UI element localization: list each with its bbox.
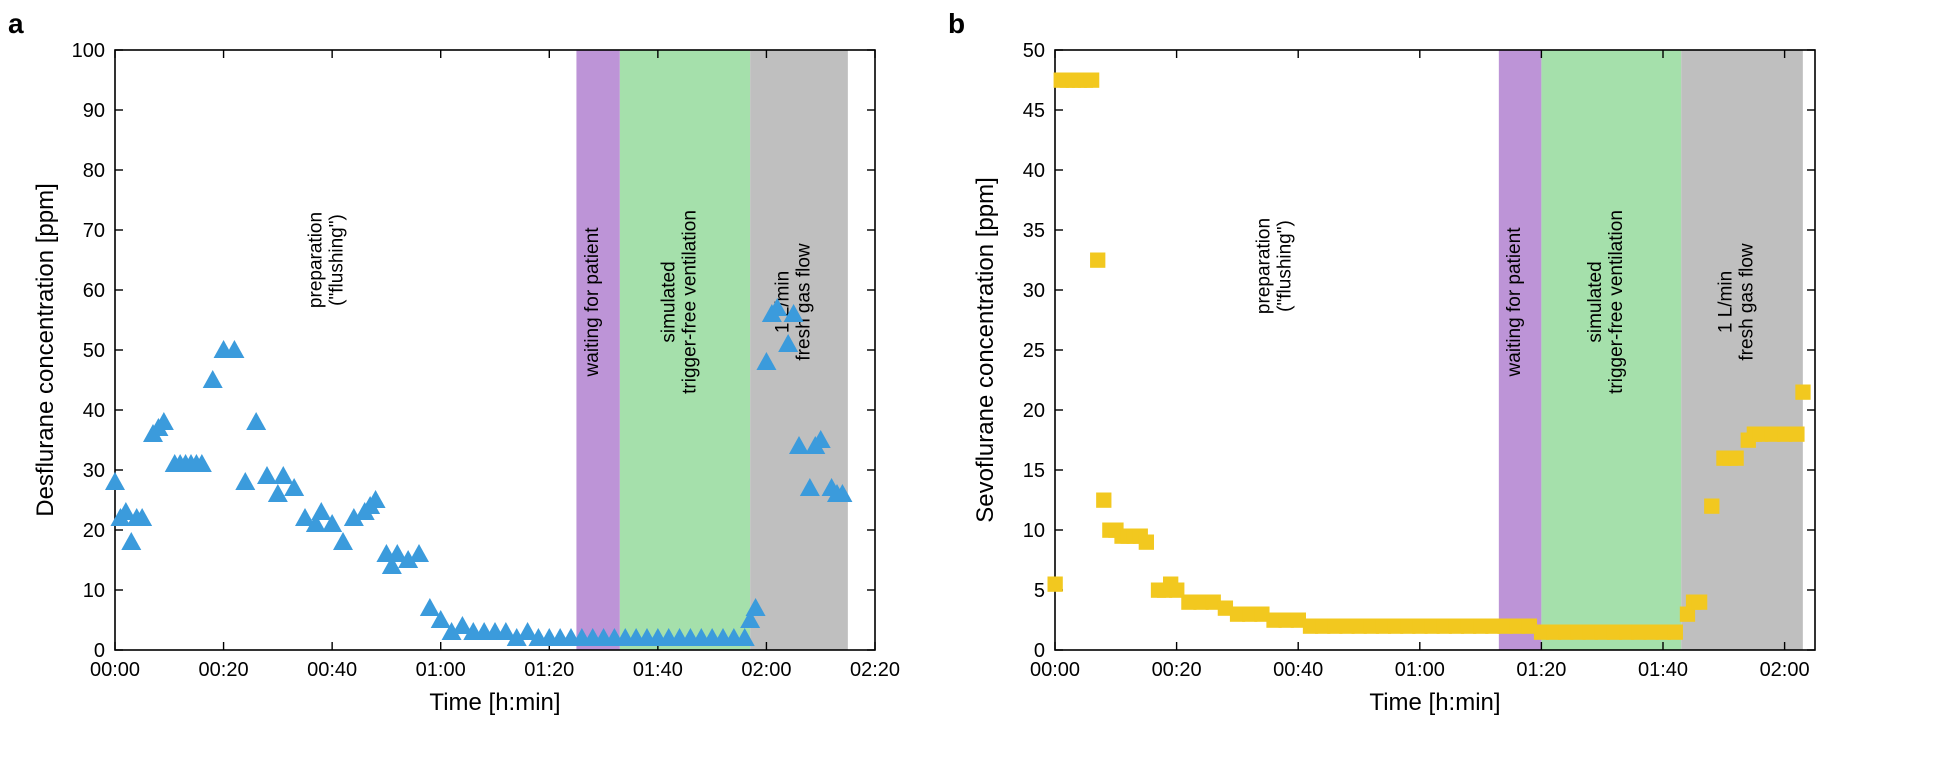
svg-text:50: 50 <box>83 340 105 362</box>
svg-text:Time [h:min]: Time [h:min] <box>1369 689 1500 716</box>
svg-text:01:00: 01:00 <box>1395 659 1445 681</box>
svg-text:00:20: 00:20 <box>1152 659 1202 681</box>
svg-text:01:40: 01:40 <box>633 659 683 681</box>
svg-text:simulated: simulated <box>1585 261 1606 342</box>
svg-text:45: 45 <box>1023 100 1045 122</box>
svg-text:trigger-free ventilation: trigger-free ventilation <box>679 210 700 394</box>
svg-text:fresh gas flow: fresh gas flow <box>1736 243 1757 360</box>
svg-text:00:20: 00:20 <box>199 659 249 681</box>
svg-text:02:20: 02:20 <box>850 659 900 681</box>
svg-text:01:20: 01:20 <box>524 659 574 681</box>
svg-text:Desflurane concentration [ppm]: Desflurane concentration [ppm] <box>32 183 59 517</box>
svg-text:fresh gas flow: fresh gas flow <box>793 243 814 360</box>
svg-text:40: 40 <box>83 400 105 422</box>
svg-text:60: 60 <box>83 280 105 302</box>
panel-b: b 0510152025303540455000:0000:2000:4001:… <box>960 20 1860 720</box>
svg-text:waiting for patient: waiting for patient <box>1504 227 1525 378</box>
panel-a: a 010203040506070809010000:0000:2000:400… <box>20 20 920 720</box>
svg-text:01:20: 01:20 <box>1516 659 1566 681</box>
svg-text:90: 90 <box>83 100 105 122</box>
panel-b-label: b <box>948 8 965 40</box>
svg-text:35: 35 <box>1023 220 1045 242</box>
svg-text:00:40: 00:40 <box>307 659 357 681</box>
svg-text:("flushing"): ("flushing") <box>1274 220 1295 312</box>
svg-text:20: 20 <box>83 520 105 542</box>
svg-text:70: 70 <box>83 220 105 242</box>
svg-text:01:00: 01:00 <box>416 659 466 681</box>
svg-text:20: 20 <box>1023 400 1045 422</box>
svg-text:00:40: 00:40 <box>1273 659 1323 681</box>
svg-text:80: 80 <box>83 160 105 182</box>
svg-text:100: 100 <box>72 40 105 62</box>
svg-text:1 L/min: 1 L/min <box>1716 271 1737 333</box>
svg-text:25: 25 <box>1023 340 1045 362</box>
svg-text:02:00: 02:00 <box>1760 659 1810 681</box>
svg-text:30: 30 <box>1023 280 1045 302</box>
svg-text:preparation: preparation <box>306 212 327 308</box>
chart-b: 0510152025303540455000:0000:2000:4001:00… <box>960 20 1860 720</box>
chart-a: 010203040506070809010000:0000:2000:4001:… <box>20 20 920 720</box>
svg-text:5: 5 <box>1034 580 1045 602</box>
svg-text:Sevoflurane concentration [ppm: Sevoflurane concentration [ppm] <box>972 177 999 523</box>
svg-text:simulated: simulated <box>659 261 680 342</box>
figure-row: a 010203040506070809010000:0000:2000:400… <box>20 20 1924 720</box>
svg-text:15: 15 <box>1023 460 1045 482</box>
svg-text:30: 30 <box>83 460 105 482</box>
svg-text:waiting for patient: waiting for patient <box>582 227 603 378</box>
svg-text:02:00: 02:00 <box>741 659 791 681</box>
svg-text:50: 50 <box>1023 40 1045 62</box>
svg-text:Time [h:min]: Time [h:min] <box>429 689 560 716</box>
svg-text:00:00: 00:00 <box>1030 659 1080 681</box>
svg-text:01:40: 01:40 <box>1638 659 1688 681</box>
svg-text:trigger-free ventilation: trigger-free ventilation <box>1606 210 1627 394</box>
svg-text:10: 10 <box>83 580 105 602</box>
svg-text:preparation: preparation <box>1254 218 1275 314</box>
svg-text:00:00: 00:00 <box>90 659 140 681</box>
svg-text:("flushing"): ("flushing") <box>327 214 348 306</box>
svg-text:10: 10 <box>1023 520 1045 542</box>
svg-text:40: 40 <box>1023 160 1045 182</box>
panel-a-label: a <box>8 8 24 40</box>
